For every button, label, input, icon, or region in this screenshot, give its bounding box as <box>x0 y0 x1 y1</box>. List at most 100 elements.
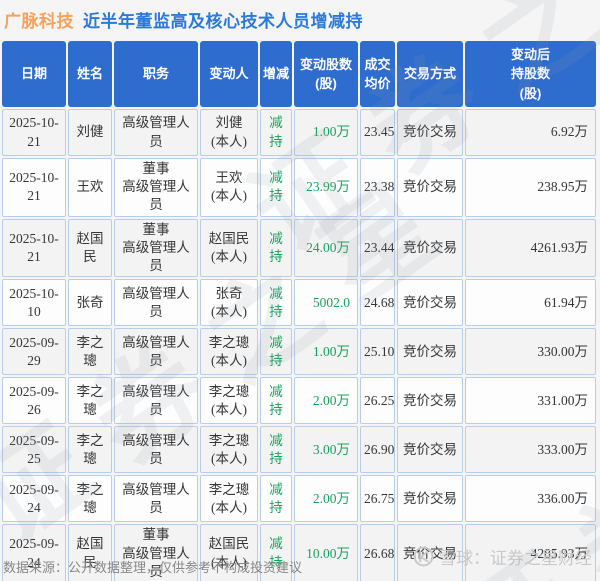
cell-avg-price: 23.38 <box>360 158 395 217</box>
brand-footer: 雪球：证券之星财经 <box>413 544 592 569</box>
cell-changer: 李之璁 (本人) <box>200 328 258 376</box>
cell-avg-price: 26.90 <box>360 426 395 474</box>
cell-shares-after: 4261.93万 <box>465 218 596 278</box>
cell-method: 竞价交易 <box>397 158 463 217</box>
cell-changer: 李之璁 (本人) <box>200 377 258 425</box>
table-row: 2025-10-21 王欢 董事 高级管理人员 王欢 (本人) 减持 23.99… <box>2 158 596 217</box>
cell-direction: 减持 <box>260 109 292 156</box>
cell-shares-after: 4285.93万 <box>465 524 596 581</box>
cell-method: 竞价交易 <box>397 109 463 156</box>
cell-date: 2025-09-24 <box>2 475 66 523</box>
cell-date: 2025-09-29 <box>2 328 66 376</box>
col-header-method: 交易方式 <box>397 41 463 107</box>
xueqiu-logo-icon <box>413 546 434 567</box>
cell-shares: 23.99万 <box>294 158 358 217</box>
cell-name: 张奇 <box>68 279 112 327</box>
cell-changer: 赵国民 (本人) <box>200 524 258 581</box>
cell-position: 高级管理人员 <box>114 279 198 327</box>
col-header-direction: 增减 <box>260 41 292 107</box>
table-row: 2025-09-24 李之璁 高级管理人员 李之璁 (本人) 减持 2.00万 … <box>2 475 596 523</box>
table-row: 2025-09-25 李之璁 高级管理人员 李之璁 (本人) 减持 3.00万 … <box>2 426 596 474</box>
cell-shares: 5002.0 <box>294 279 358 327</box>
holdings-change-table: 日期 姓名 职务 变动人 增减 变动股数 (股) 成交 均价 交易方式 变动后 … <box>0 39 598 581</box>
cell-shares-after: 6.92万 <box>465 109 596 156</box>
cell-changer: 李之璁 (本人) <box>200 426 258 474</box>
cell-name: 李之璁 <box>68 475 112 523</box>
cell-changer: 王欢 (本人) <box>200 158 258 217</box>
table-row: 2025-09-29 李之璁 高级管理人员 李之璁 (本人) 减持 1.00万 … <box>2 328 596 376</box>
cell-method: 竞价交易 <box>397 475 463 523</box>
table-row: 2025-09-24 赵国民 董事 高级管理人员 赵国民 (本人) 减持 10.… <box>2 524 596 581</box>
title-subject: 近半年董监高及核心技术人员增减持 <box>83 12 363 31</box>
page-title: 广脉科技 近半年董监高及核心技术人员增减持 <box>0 0 600 32</box>
cell-date: 2025-10-21 <box>2 158 66 217</box>
cell-position: 高级管理人员 <box>114 475 198 523</box>
cell-date: 2025-10-21 <box>2 109 66 156</box>
cell-name: 王欢 <box>68 158 112 217</box>
cell-method: 竞价交易 <box>397 279 463 327</box>
cell-position: 高级管理人员 <box>114 109 198 156</box>
table-row: 2025-10-21 赵国民 董事 高级管理人员 赵国民 (本人) 减持 24.… <box>2 218 596 278</box>
cell-method: 竞价交易 <box>397 328 463 376</box>
cell-position: 高级管理人员 <box>114 328 198 376</box>
cell-avg-price: 24.68 <box>360 279 395 327</box>
cell-name: 赵国民 <box>68 218 112 278</box>
col-header-changer: 变动人 <box>200 41 258 107</box>
cell-avg-price: 23.44 <box>360 218 395 278</box>
cell-avg-price: 26.68 <box>360 524 395 581</box>
data-source-note: 数据来源：公开数据整理，仅供参考不构成投资建议 <box>3 560 303 575</box>
cell-date: 2025-09-25 <box>2 426 66 474</box>
cell-shares: 24.00万 <box>294 218 358 278</box>
cell-changer: 张奇 (本人) <box>200 279 258 327</box>
cell-direction: 减持 <box>260 524 292 581</box>
cell-shares: 3.00万 <box>294 426 358 474</box>
cell-avg-price: 25.10 <box>360 328 395 376</box>
cell-avg-price: 26.25 <box>360 377 395 425</box>
cell-direction: 减持 <box>260 158 292 217</box>
brand-text: 雪球：证券之星财经 <box>439 549 592 568</box>
cell-position: 高级管理人员 <box>114 426 198 474</box>
cell-direction: 减持 <box>260 426 292 474</box>
cell-shares-after: 330.00万 <box>465 328 596 376</box>
cell-date: 2025-09-24 <box>2 524 66 581</box>
cell-direction: 减持 <box>260 328 292 376</box>
cell-position: 董事 高级管理人员 <box>114 158 198 217</box>
stock-name: 广脉科技 <box>4 12 74 31</box>
cell-name: 赵国民 <box>68 524 112 581</box>
cell-shares: 2.00万 <box>294 377 358 425</box>
cell-shares: 2.00万 <box>294 475 358 523</box>
col-header-date: 日期 <box>2 41 66 107</box>
table-row: 2025-09-26 李之璁 高级管理人员 李之璁 (本人) 减持 2.00万 … <box>2 377 596 425</box>
header-row: 日期 姓名 职务 变动人 增减 变动股数 (股) 成交 均价 交易方式 变动后 … <box>2 41 596 107</box>
cell-shares-after: 238.95万 <box>465 158 596 217</box>
cell-method: 竞价交易 <box>397 218 463 278</box>
col-header-shares: 变动股数 (股) <box>294 41 358 107</box>
cell-avg-price: 26.75 <box>360 475 395 523</box>
cell-direction: 减持 <box>260 377 292 425</box>
cell-method: 竞价交易 <box>397 524 463 581</box>
col-header-position: 职务 <box>114 41 198 107</box>
table-row: 2025-10-10 张奇 高级管理人员 张奇 (本人) 减持 5002.0 2… <box>2 279 596 327</box>
cell-shares-after: 336.00万 <box>465 475 596 523</box>
cell-name: 刘健 <box>68 109 112 156</box>
cell-shares-after: 331.00万 <box>465 377 596 425</box>
cell-changer: 赵国民 (本人) <box>200 218 258 278</box>
cell-method: 竞价交易 <box>397 377 463 425</box>
cell-name: 李之璁 <box>68 328 112 376</box>
table-row: 2025-10-21 刘健 高级管理人员 刘健 (本人) 减持 1.00万 23… <box>2 109 596 156</box>
cell-changer: 李之璁 (本人) <box>200 475 258 523</box>
col-header-name: 姓名 <box>68 41 112 107</box>
cell-changer: 刘健 (本人) <box>200 109 258 156</box>
cell-position: 董事 高级管理人员 <box>114 218 198 278</box>
cell-shares-after: 61.94万 <box>465 279 596 327</box>
cell-shares-after: 333.00万 <box>465 426 596 474</box>
cell-date: 2025-10-21 <box>2 218 66 278</box>
cell-date: 2025-09-26 <box>2 377 66 425</box>
cell-direction: 减持 <box>260 475 292 523</box>
cell-method: 竞价交易 <box>397 426 463 474</box>
cell-name: 李之璁 <box>68 426 112 474</box>
cell-position: 高级管理人员 <box>114 377 198 425</box>
cell-date: 2025-10-10 <box>2 279 66 327</box>
col-header-shares-after: 变动后 持股数 (股) <box>465 41 596 107</box>
